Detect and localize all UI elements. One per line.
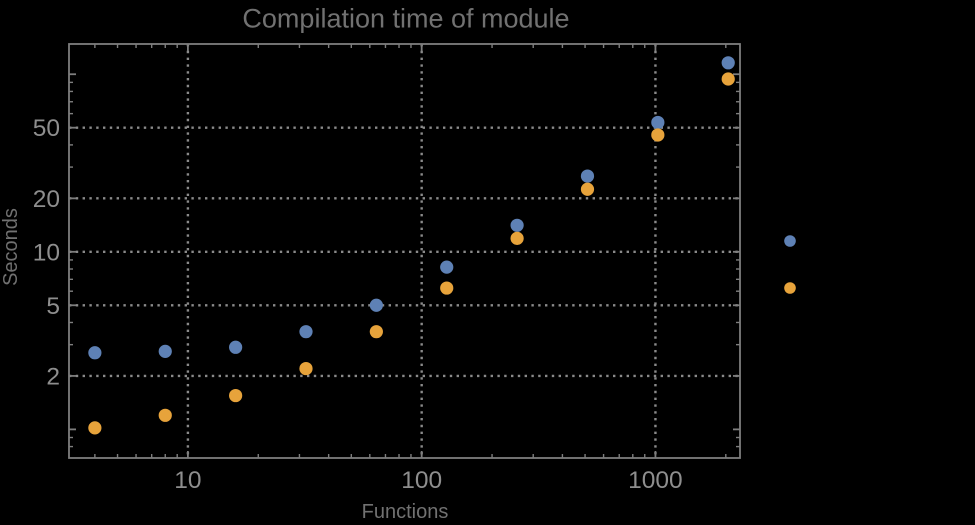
point-orange xyxy=(88,421,102,435)
point-orange xyxy=(510,231,524,245)
legend-marker-orange xyxy=(784,282,796,294)
y-tick-label: 10 xyxy=(33,239,60,266)
point-blue xyxy=(299,325,313,339)
point-blue xyxy=(158,344,172,358)
x-tick-label: 10 xyxy=(174,467,201,494)
point-blue xyxy=(229,340,243,354)
y-tick-label: 20 xyxy=(33,186,60,213)
point-orange xyxy=(580,182,595,196)
legend-marker-blue xyxy=(784,235,796,247)
point-orange xyxy=(158,408,172,422)
point-blue xyxy=(440,260,454,274)
y-tick-label: 2 xyxy=(46,363,60,390)
gridlines xyxy=(69,44,740,458)
point-orange xyxy=(651,128,665,142)
point-orange xyxy=(721,72,735,86)
chart-title: Compilation time of module xyxy=(242,4,569,34)
y-tick-label: 5 xyxy=(46,293,60,320)
point-orange xyxy=(229,388,243,403)
point-blue xyxy=(651,115,665,130)
y-axis-label: Seconds xyxy=(0,208,22,286)
axis-tick-labels: 10 100 1000 2 5 10 20 50 xyxy=(33,115,683,494)
point-orange xyxy=(440,281,454,295)
point-blue xyxy=(721,56,735,70)
point-orange xyxy=(299,361,313,376)
legend-markers xyxy=(784,235,796,294)
axis-ticks xyxy=(69,44,740,458)
point-blue xyxy=(580,169,595,183)
point-orange xyxy=(369,325,383,339)
x-tick-label: 1000 xyxy=(628,467,683,494)
point-blue xyxy=(369,298,383,312)
point-blue xyxy=(88,346,102,360)
point-blue xyxy=(510,218,524,232)
y-tick-label: 50 xyxy=(33,115,60,142)
x-tick-label: 100 xyxy=(401,467,442,494)
x-axis-label: Functions xyxy=(362,501,449,523)
data-points xyxy=(88,56,735,435)
